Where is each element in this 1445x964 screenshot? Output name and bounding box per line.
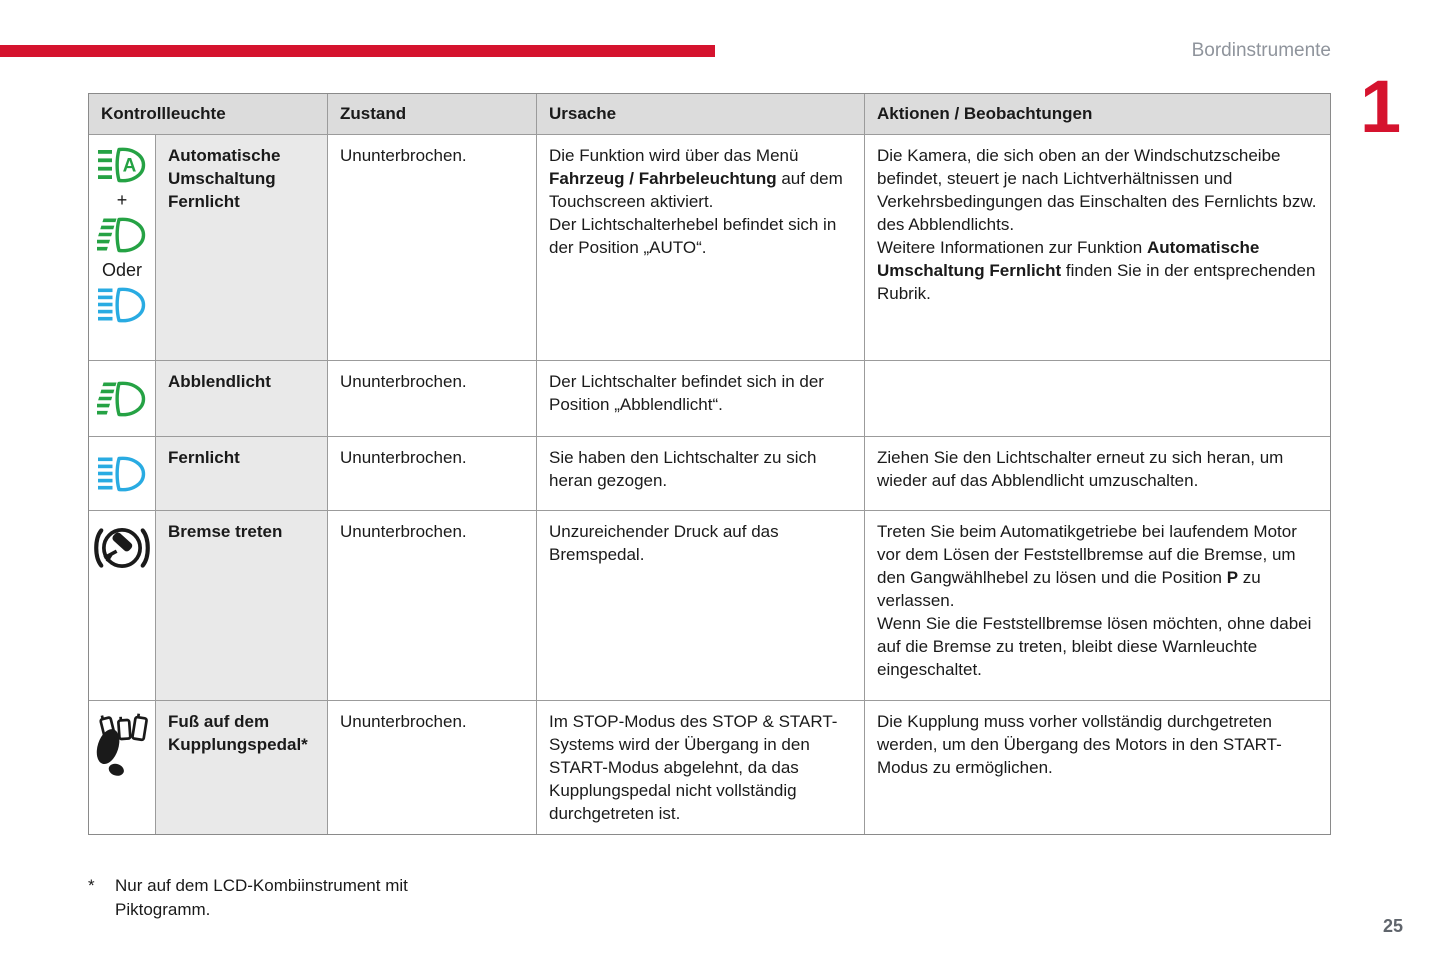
aktionen-cell [865,361,1330,436]
zustand-cell: Ununterbrochen. [328,701,537,834]
indicator-icon-cell [89,511,156,700]
col-header-zustand: Zustand [328,94,537,134]
low-beam-icon [97,381,147,417]
indicator-icon-cell [89,701,156,834]
footnote-text: Nur auf dem LCD-Kombiinstrument mit Pikt… [115,876,408,919]
table-row: Fernlicht Ununterbrochen. Sie haben den … [89,437,1330,511]
oder-label: Oder [101,260,143,280]
indicator-title: Fernlicht [156,437,328,510]
brake-pedal-warning-icon [93,523,151,573]
table-row: Abblendlicht Ununterbrochen. Der Lichtsc… [89,361,1330,437]
table-row: Bremse treten Ununterbrochen. Unzureiche… [89,511,1330,701]
aktionen-cell: Die Kupplung muss vorher vollständig dur… [877,712,1282,777]
indicator-title: Bremse treten [156,511,328,700]
ursache-cell: Im STOP-Modus des STOP & START-Systems w… [537,701,865,834]
aktionen-cell: Treten Sie beim Automatikgetriebe bei la… [877,522,1312,679]
auto-high-beam-icon [97,147,147,183]
foot-on-clutch-pedal-icon [94,713,150,777]
page-number: 25 [1383,916,1404,936]
col-header-ursache: Ursache [537,94,865,134]
col-header-aktionen: Aktionen / Beobachtungen [877,104,1093,123]
chapter-accent-bar [0,45,715,57]
ursache-cell: Unzureichender Druck auf das Bremspedal. [537,511,865,700]
table-row: Fuß auf dem Kupplungspedal* Ununterbroch… [89,701,1330,834]
indicator-icon-cell: + Oder [89,135,156,360]
zustand-cell: Ununterbrochen. [328,511,537,700]
table-row: + Oder Automatische Umschaltung Fernlich… [89,135,1330,361]
indicator-icon-cell [89,437,156,510]
zustand-cell: Ununterbrochen. [328,437,537,510]
plus-label: + [116,190,128,210]
ursache-cell: Der Lichtschalter befindet sich in der P… [537,361,865,436]
indicator-title: Abblendlicht [156,361,328,436]
page-title: Bordinstrumente [1191,40,1331,61]
footnote-marker: * [88,876,95,895]
indicator-icon-cell [89,361,156,436]
table-header-row: Kontrollleuchte Zustand Ursache Aktionen… [89,94,1330,135]
col-header-kontrollleuchte: Kontrollleuchte [89,94,328,134]
high-beam-icon [97,456,147,492]
footnote: * Nur auf dem LCD-Kombiinstrument mit Pi… [88,874,417,922]
zustand-cell: Ununterbrochen. [328,135,537,360]
high-beam-icon [97,287,147,323]
ursache-cell: Sie haben den Lichtschalter zu sich hera… [537,437,865,510]
low-beam-icon [97,217,147,253]
aktionen-cell: Die Kamera, die sich oben an der Windsch… [877,146,1317,303]
ursache-cell: Die Funktion wird über das Menü Fahrzeug… [537,135,865,360]
chapter-number: 1 [1360,65,1402,148]
zustand-cell: Ununterbrochen. [328,361,537,436]
indicator-table: Kontrollleuchte Zustand Ursache Aktionen… [88,93,1331,835]
indicator-title: Fuß auf dem Kupplungspedal* [156,701,328,834]
aktionen-cell: Ziehen Sie den Lichtschalter erneut zu s… [877,448,1284,490]
indicator-title: Automatische Umschaltung Fernlicht [156,135,328,360]
